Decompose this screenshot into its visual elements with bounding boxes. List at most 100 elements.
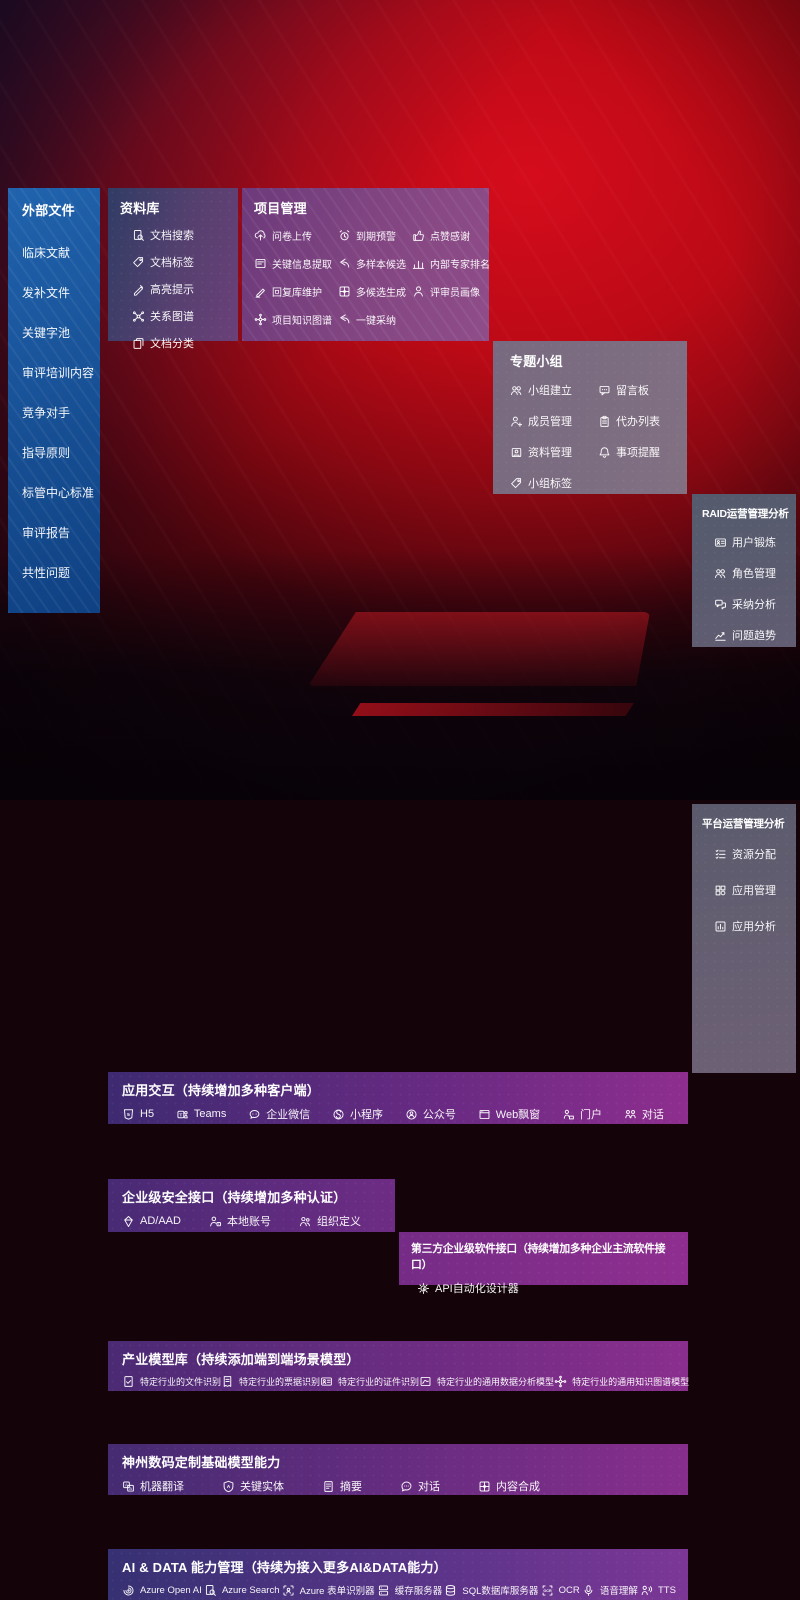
thumbs-up-item: 点赞感谢 bbox=[412, 228, 490, 243]
trend-chart-item: 问题趋势 bbox=[714, 627, 796, 643]
item-label: TTS bbox=[657, 1584, 676, 1596]
file-recog-item: 特定行业的文件识别 bbox=[122, 1375, 221, 1388]
item-label: 机器翻译 bbox=[140, 1481, 184, 1493]
item-label: 资源分配 bbox=[732, 849, 776, 861]
highlight-pen-item: 高亮提示 bbox=[132, 281, 238, 297]
item-label: 发补文件 bbox=[22, 286, 71, 300]
item-label: 竞争对手 bbox=[22, 406, 71, 420]
entry-item: 关键字池 bbox=[22, 324, 100, 341]
repository-list: 文档搜索 文档标签 高亮提示 关系图谱 文档分类 bbox=[132, 227, 238, 351]
item-label: 资料管理 bbox=[528, 447, 572, 459]
platform-analysis-panel: 平台运营管理分析 资源分配 应用管理 应用分析 bbox=[692, 804, 796, 1073]
tag-icon bbox=[510, 477, 523, 490]
item-label: 临床文献 bbox=[22, 246, 71, 260]
entity-shield-icon: A bbox=[222, 1480, 235, 1493]
entry-item: 竞争对手 bbox=[22, 404, 100, 421]
item-label: 审评报告 bbox=[22, 526, 71, 540]
item-label: 对话 bbox=[418, 1481, 440, 1493]
item-label: 特定行业的通用数据分析模型 bbox=[437, 1377, 555, 1387]
people-icon bbox=[510, 384, 523, 397]
knowledge-graph-item: 项目知识图谱 bbox=[254, 312, 334, 327]
svg-text:a: a bbox=[129, 1485, 132, 1490]
item-label: 内容合成 bbox=[496, 1481, 540, 1493]
item-label: 小组建立 bbox=[528, 385, 572, 397]
tts-item: TTS bbox=[640, 1584, 676, 1597]
openai-icon bbox=[122, 1584, 135, 1597]
h5-item: 5 H5 bbox=[122, 1108, 154, 1121]
adopt-arrow-icon bbox=[338, 313, 351, 326]
item-label: 应用分析 bbox=[732, 921, 776, 933]
platform-analysis-list: 资源分配 应用管理 应用分析 bbox=[714, 846, 796, 934]
chat-bubble-icon bbox=[400, 1480, 413, 1493]
generate-grid-icon bbox=[338, 285, 351, 298]
bbs-board-item: 留言板 bbox=[598, 382, 687, 398]
compose-grid-item: 内容合成 bbox=[478, 1478, 540, 1494]
external-files-sidebar: 外部文件 临床文献 发补文件 关键字池 审评培训内容 竞争对手 指导原则 标管中心标准 审评报… bbox=[8, 188, 100, 613]
project-management-grid: 问卷上传 到期预警 点赞感谢 关键信息提取 多样本候选 内部专家排名 回复库维护 多候选生成 评… bbox=[254, 228, 490, 327]
people-item: 小组建立 bbox=[510, 382, 598, 398]
item-label: 门户 bbox=[580, 1109, 603, 1121]
doc-search-item: Azure Search bbox=[204, 1584, 280, 1597]
alarm-item: 到期预警 bbox=[338, 228, 408, 243]
item-label: 特定行业的通用知识图谱模型 bbox=[572, 1377, 690, 1387]
official-account-icon bbox=[405, 1108, 418, 1121]
sql-db-icon bbox=[444, 1584, 457, 1597]
clipboard-item: 代办列表 bbox=[598, 413, 687, 429]
app-chart-item: 应用分析 bbox=[714, 918, 796, 934]
cache-server-item: 缓存服务器 bbox=[377, 1583, 442, 1597]
id-card-item: 特定行业的证件识别 bbox=[320, 1375, 419, 1388]
cloud-upload-item: 问卷上传 bbox=[254, 228, 334, 243]
entry-item: 临床文献 bbox=[22, 244, 100, 261]
svg-text:OCR: OCR bbox=[543, 1589, 552, 1593]
entry-item: 指导原则 bbox=[22, 444, 100, 461]
item-label: 高亮提示 bbox=[150, 284, 194, 296]
item-label: 关系图谱 bbox=[150, 311, 194, 323]
graph-network-icon bbox=[132, 310, 145, 323]
chat-bubble-item: 对话 bbox=[400, 1478, 440, 1494]
doc-copy-item: 文档分类 bbox=[132, 335, 238, 351]
raid-analysis-title: RAID运营管理分析 bbox=[702, 508, 789, 520]
laptop-base-silhouette bbox=[352, 703, 634, 716]
item-label: 内部专家排名 bbox=[430, 260, 490, 271]
speech-icon bbox=[582, 1584, 595, 1597]
doc-search-icon bbox=[132, 229, 145, 242]
item-label: Azure Open AI bbox=[140, 1584, 202, 1596]
item-label: 指导原则 bbox=[22, 446, 71, 460]
portal-item: 门户 bbox=[562, 1106, 602, 1122]
adopt-arrow-item: 一键采纳 bbox=[338, 312, 408, 327]
doc-search-item: 文档搜索 bbox=[132, 227, 238, 243]
svg-text:5: 5 bbox=[127, 1111, 130, 1117]
ad-diamond-icon bbox=[122, 1215, 135, 1228]
industry-model-band: 产业模型库（持续添加端到端场景模型） 特定行业的文件识别 特定行业的票据识别 特定行… bbox=[108, 1341, 690, 1391]
ai-data-band: AI & DATA 能力管理（持续为接入更多AI&DATA能力） Azure O… bbox=[108, 1549, 688, 1600]
form-extract-icon bbox=[254, 257, 267, 270]
external-files-list: 临床文献 发补文件 关键字池 审评培训内容 竞争对手 指导原则 标管中心标准 审评报告 共性问题 bbox=[22, 244, 100, 581]
platform-analysis-title: 平台运营管理分析 bbox=[702, 818, 785, 830]
project-management-panel: 项目管理 问卷上传 到期预警 点赞感谢 关键信息提取 多样本候选 内部专家排名 回复库维护 多… bbox=[242, 188, 490, 341]
external-files-title: 外部文件 bbox=[22, 203, 75, 218]
data-model-item: 特定行业的通用数据分析模型 bbox=[419, 1375, 554, 1388]
app-interaction-title: 应用交互（持续增加多种客户端） bbox=[122, 1083, 321, 1098]
thirdparty-interface-title: 第三方企业级软件接口（持续增加多种企业主流软件接口） bbox=[411, 1243, 666, 1271]
chat-qa-icon bbox=[714, 598, 727, 611]
item-label: OCR bbox=[558, 1584, 580, 1596]
miniprogram-icon bbox=[332, 1108, 345, 1121]
file-recog-icon bbox=[122, 1375, 135, 1388]
doc-copy-icon bbox=[132, 337, 145, 350]
repository-panel: 资料库 文档搜索 文档标签 高亮提示 关系图谱 文档分类 bbox=[108, 188, 238, 350]
official-account-item: 公众号 bbox=[405, 1106, 456, 1122]
h5-icon: 5 bbox=[122, 1108, 135, 1121]
ocr-item: OCR OCR bbox=[541, 1584, 580, 1597]
sql-db-item: SQL数据库服务器 bbox=[444, 1583, 538, 1597]
item-label: API自动化设计器 bbox=[435, 1283, 519, 1295]
item-label: 代办列表 bbox=[616, 416, 660, 428]
archive-photo-icon bbox=[510, 446, 523, 459]
api-gear-item: API自动化设计器 bbox=[417, 1280, 519, 1296]
item-label: Azure 表单识别器 bbox=[299, 1586, 375, 1597]
item-label: 语音理解 bbox=[599, 1586, 638, 1597]
bell-item: 事项提醒 bbox=[598, 444, 687, 460]
reply-arrow-item: 多样本候选 bbox=[338, 256, 408, 271]
item-label: 企业微信 bbox=[266, 1109, 311, 1121]
